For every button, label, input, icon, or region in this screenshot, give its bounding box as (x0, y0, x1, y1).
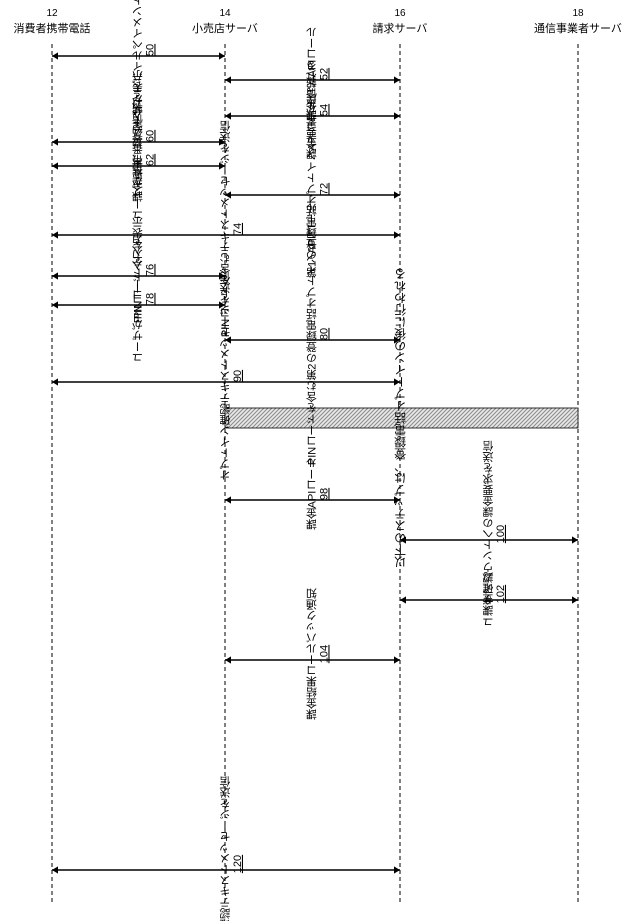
message-number: 62 (144, 154, 156, 166)
message-number: 74 (232, 223, 244, 235)
lane-number: 18 (572, 8, 584, 19)
message-number: 72 (318, 183, 330, 195)
message-number: 60 (144, 130, 156, 142)
message-number: 54 (318, 104, 330, 116)
message-number: 102 (495, 585, 507, 603)
message-label: 課金確認テキストメッセージを送信 (219, 775, 232, 921)
message-label: ユーザが携帯番号を入力 (132, 100, 145, 221)
message-number: 104 (318, 645, 330, 663)
message-number: 78 (144, 293, 156, 305)
lane-label: 小売店サーバ (192, 21, 258, 35)
message-label: 課金確認 (482, 572, 495, 617)
lane-number: 12 (46, 8, 58, 19)
lane-number: 16 (394, 8, 406, 19)
message-number: 120 (232, 855, 244, 873)
message-label: 課金結果コールバック通知 (306, 587, 319, 721)
message-number: 80 (318, 328, 330, 340)
lane-label: 通信事業者サーバ (534, 22, 622, 35)
message-label: 課金APIコール (306, 458, 319, 532)
message-label: オプトイン確認テキストメッセージを送信 (219, 271, 232, 481)
message-number: 50 (144, 44, 156, 56)
lane-label: 請求サーバ (373, 21, 428, 35)
message-number: 90 (232, 370, 244, 382)
lane-label: 消費者携帯電話 (14, 21, 91, 35)
sequence-diagram: 12 消費者携帯電話 14 小売店サーバ 16 請求サーバ 18 通信事業者サーバ以下のステッ… (0, 0, 622, 921)
message-number: 98 (318, 488, 330, 500)
message-label: PINコードを含む第2の登録電話オプトインAPIコール (306, 203, 319, 465)
message-number: 76 (144, 264, 156, 276)
message-number: 52 (318, 68, 330, 80)
phase-banner-label: 以下のステップは、登録電話オプトインの後に行われる (394, 268, 408, 568)
message-number: 100 (495, 525, 507, 543)
message-label: ユーザがPINコードを入力 (132, 235, 145, 363)
lane-number: 14 (219, 8, 231, 19)
